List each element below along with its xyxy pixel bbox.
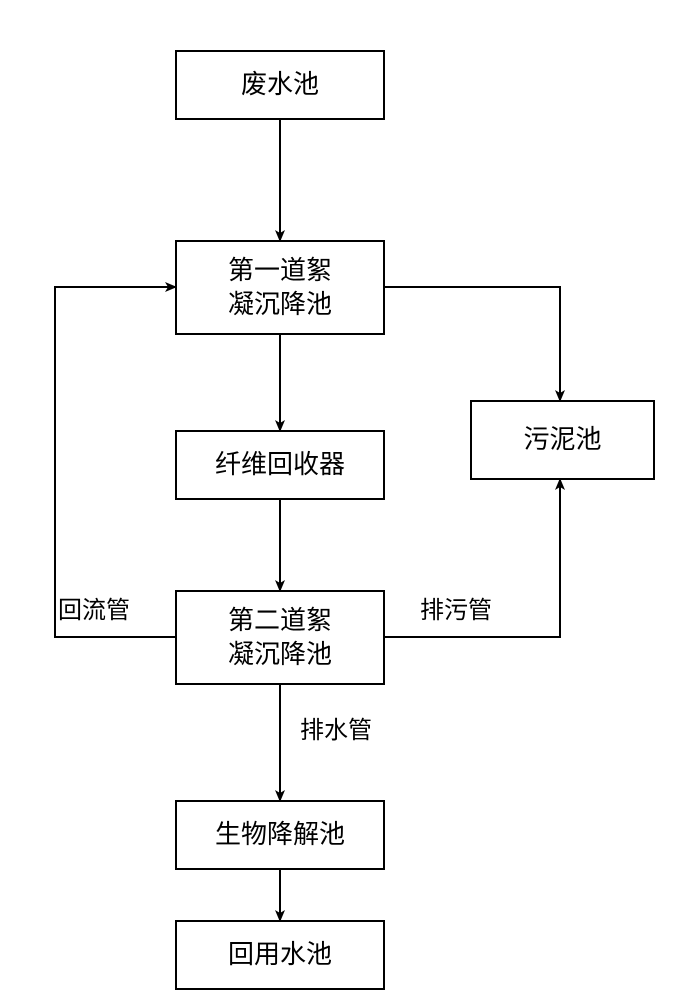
node-reuse-pool: 回用水池 <box>175 920 385 990</box>
node-label: 回用水池 <box>228 938 332 972</box>
node-sludge-pool: 污泥池 <box>470 400 655 480</box>
node-label: 废水池 <box>241 68 319 102</box>
node-biodegrade-pool: 生物降解池 <box>175 800 385 870</box>
edge-label-drain-pipe: 排水管 <box>300 710 372 745</box>
edge-label-sewage-pipe: 排污管 <box>420 590 492 625</box>
node-label: 生物降解池 <box>215 818 345 852</box>
node-wastewater-pool: 废水池 <box>175 50 385 120</box>
node-first-floc: 第一道絮凝沉降池 <box>175 240 385 335</box>
node-fiber-recovery: 纤维回收器 <box>175 430 385 500</box>
node-label: 污泥池 <box>523 423 601 457</box>
node-label: 第一道絮凝沉降池 <box>228 254 332 322</box>
edge-label-return-pipe: 回流管 <box>58 590 130 625</box>
node-label: 第二道絮凝沉降池 <box>228 604 332 672</box>
node-label: 纤维回收器 <box>215 448 345 482</box>
node-second-floc: 第二道絮凝沉降池 <box>175 590 385 685</box>
